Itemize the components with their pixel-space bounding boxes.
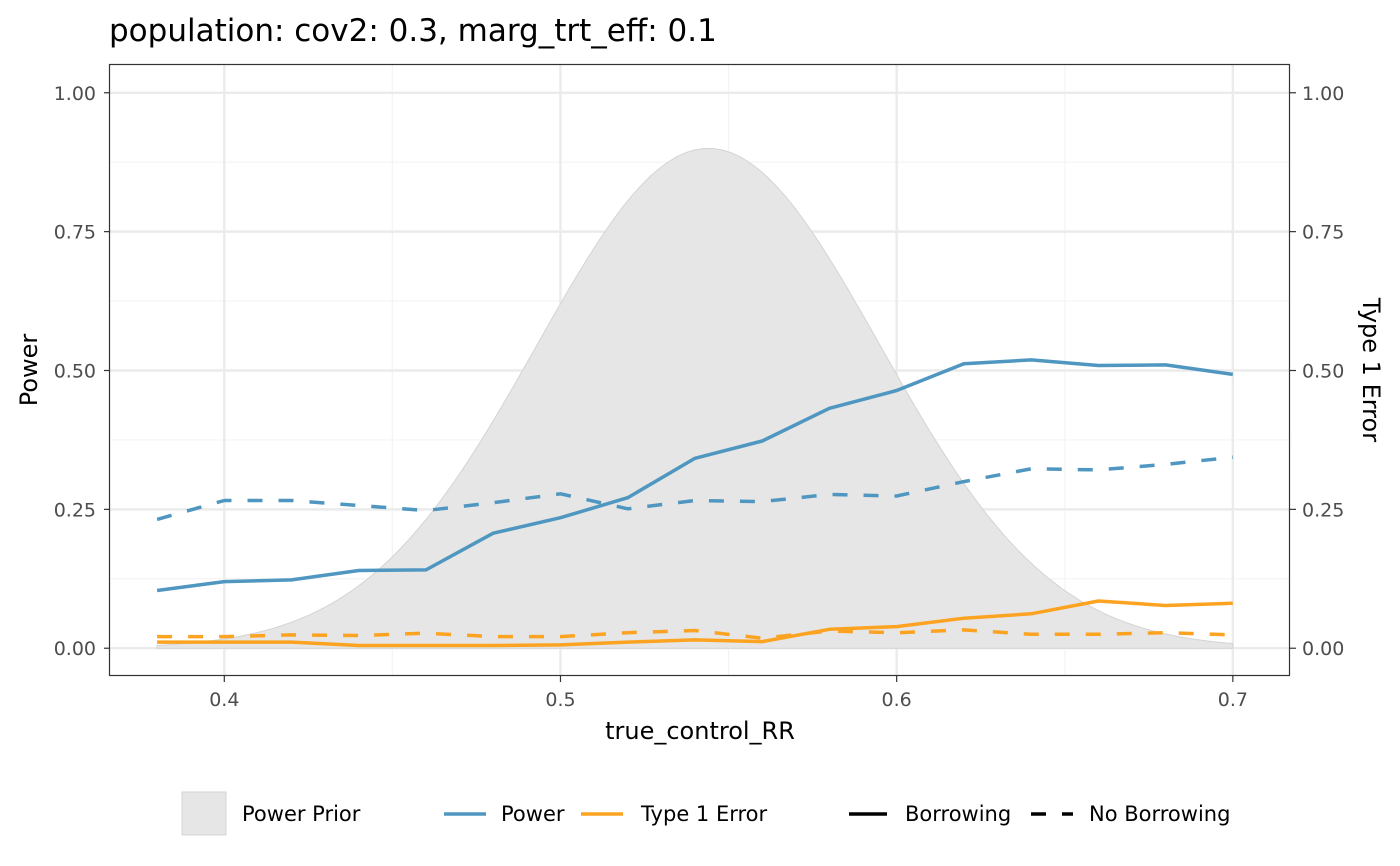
y-tick-label-right: 1.00: [1302, 83, 1344, 105]
axes: 0.4 0.5 0.6 0.7 0.00 0.00 0.25 0.25 0.50 0.50 0.75…: [54, 83, 1345, 711]
x-tick-label: 0.6: [882, 689, 912, 711]
y-tick-label-right: 0.75: [1302, 222, 1344, 244]
power-prior-layer: [156, 148, 1234, 649]
series-line-power-borrowing: [156, 358, 1234, 593]
y-tick-label-right: 0.00: [1302, 638, 1344, 660]
y-axis-title-left: Power: [15, 334, 43, 407]
legend-label-power: Power: [501, 802, 565, 826]
legend-key-power-prior: [181, 791, 227, 836]
y-tick-label-left: 0.00: [54, 638, 96, 660]
y-tick-label-left: 0.75: [54, 222, 96, 244]
series-line-type-1-error-borrowing: [157, 599, 1233, 648]
legend-label-power-prior: Power Prior: [242, 802, 361, 826]
y-tick-label-right: 0.50: [1302, 361, 1344, 383]
series-layer: [156, 358, 1234, 648]
series-line-power-no-borrowing: [156, 455, 1233, 522]
legend-label-borrowing: Borrowing: [905, 802, 1011, 826]
x-tick-label: 0.7: [1218, 689, 1248, 711]
y-tick-label-left: 1.00: [54, 83, 96, 105]
y-tick-label-left: 0.25: [54, 499, 96, 521]
x-tick-label: 0.4: [209, 689, 239, 711]
y-tick-label-left: 0.50: [54, 361, 96, 383]
y-axis-title-right: Type 1 Error: [1357, 297, 1385, 442]
legend-label-no-borrowing: No Borrowing: [1089, 802, 1230, 826]
legend: Power Prior Power Type 1 Error Borrowing…: [181, 791, 1230, 836]
series-line-type-1-error-no-borrowing: [157, 628, 1233, 640]
y-tick-label-right: 0.25: [1302, 499, 1344, 521]
power-prior-area: [156, 148, 1234, 649]
x-axis-title: true_control_RR: [605, 717, 795, 745]
x-tick-label: 0.5: [545, 689, 575, 711]
legend-label-type1-error: Type 1 Error: [640, 802, 767, 826]
chart-title: population: cov2: 0.3, marg_trt_eff: 0.1: [109, 13, 717, 49]
